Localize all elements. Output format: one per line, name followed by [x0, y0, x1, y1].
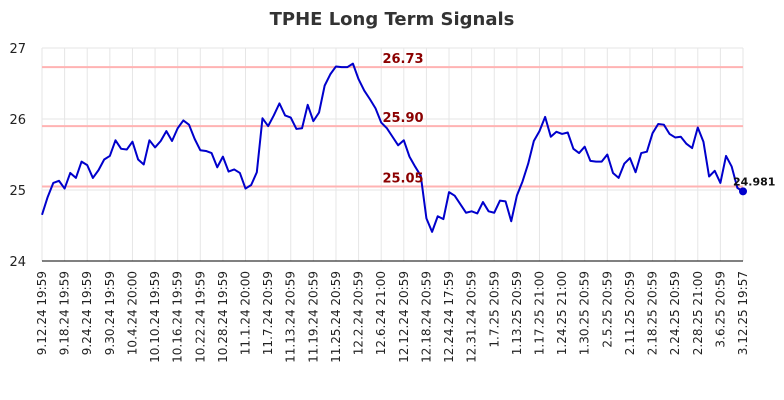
x-tick-label: 10.22.24 19:59 [193, 271, 207, 363]
last-point: 24.981 [733, 175, 775, 196]
x-tick-label: 11.25.24 20:59 [329, 271, 343, 363]
x-tick-label: 10.4.24 20:00 [125, 271, 139, 355]
x-tick-label: 10.10.24 19:59 [148, 271, 162, 363]
x-tick-label: 1.30.25 20:59 [578, 271, 592, 355]
signal-label: 25.90 [382, 111, 423, 126]
x-tick-label: 1.7.25 20:59 [487, 271, 501, 348]
y-tick-label: 26 [9, 113, 26, 128]
y-tick-label: 25 [9, 184, 26, 199]
x-tick-label: 1.13.25 20:59 [510, 271, 524, 355]
series [41, 62, 744, 233]
x-tick-labels: 9.12.24 19:59 9.18.24 19:59 9.24.24 19:59 9… [35, 271, 750, 363]
x-tick-label: 3.6.25 20:59 [713, 271, 727, 348]
x-tick-label: 12.18.24 20:59 [419, 271, 433, 363]
x-tick-label: 11.13.24 20:59 [284, 271, 298, 363]
x-tick-label: 1.24.25 21:00 [555, 271, 569, 355]
x-tick-label: 11.19.24 20:59 [306, 271, 320, 363]
y-tick-label: 27 [9, 42, 26, 57]
x-tick-label: 12.12.24 20:59 [397, 271, 411, 363]
y-tick-label: 24 [9, 255, 26, 270]
x-tick-label: 9.30.24 19:59 [103, 271, 117, 355]
x-tick-label: 3.12.25 19:57 [736, 271, 750, 355]
signal-lines [42, 66, 743, 188]
last-value-label: 24.981 [733, 175, 775, 188]
y-tick-labels: 24 25 26 27 [9, 42, 26, 270]
signal-labels: 26.73 25.90 25.05 [382, 52, 423, 186]
x-tick-label: 2.24.25 20:59 [668, 271, 682, 355]
x-tick-label: 9.24.24 19:59 [80, 271, 94, 355]
x-tick-label: 9.18.24 19:59 [58, 271, 72, 355]
x-tick-label: 11.1.24 20:00 [239, 271, 253, 355]
chart-title: TPHE Long Term Signals [270, 9, 515, 30]
x-tick-label: 2.11.25 20:59 [623, 271, 637, 355]
x-tick-label: 9.12.24 19:59 [35, 271, 49, 355]
signal-label: 26.73 [382, 52, 423, 67]
grid [41, 47, 744, 261]
series-line [41, 62, 744, 233]
x-tick-label: 12.24.24 17:59 [442, 271, 456, 363]
x-tick-label: 10.16.24 19:59 [171, 271, 185, 363]
last-point-marker [739, 187, 747, 196]
x-tick-label: 12.2.24 20:59 [352, 271, 366, 355]
signal-label: 25.05 [382, 171, 423, 186]
x-tick-label: 2.5.25 20:59 [600, 271, 614, 348]
x-tick-label: 2.18.25 20:59 [646, 271, 660, 355]
x-tick-label: 12.6.24 21:00 [374, 271, 388, 355]
x-tick-label: 11.7.24 20:59 [261, 271, 275, 355]
x-tick-label: 2.28.25 21:00 [691, 271, 705, 355]
x-tick-label: 1.17.25 21:00 [532, 271, 546, 355]
x-tick-label: 10.28.24 19:59 [216, 271, 230, 363]
x-tick-label: 12.31.24 20:59 [465, 271, 479, 363]
